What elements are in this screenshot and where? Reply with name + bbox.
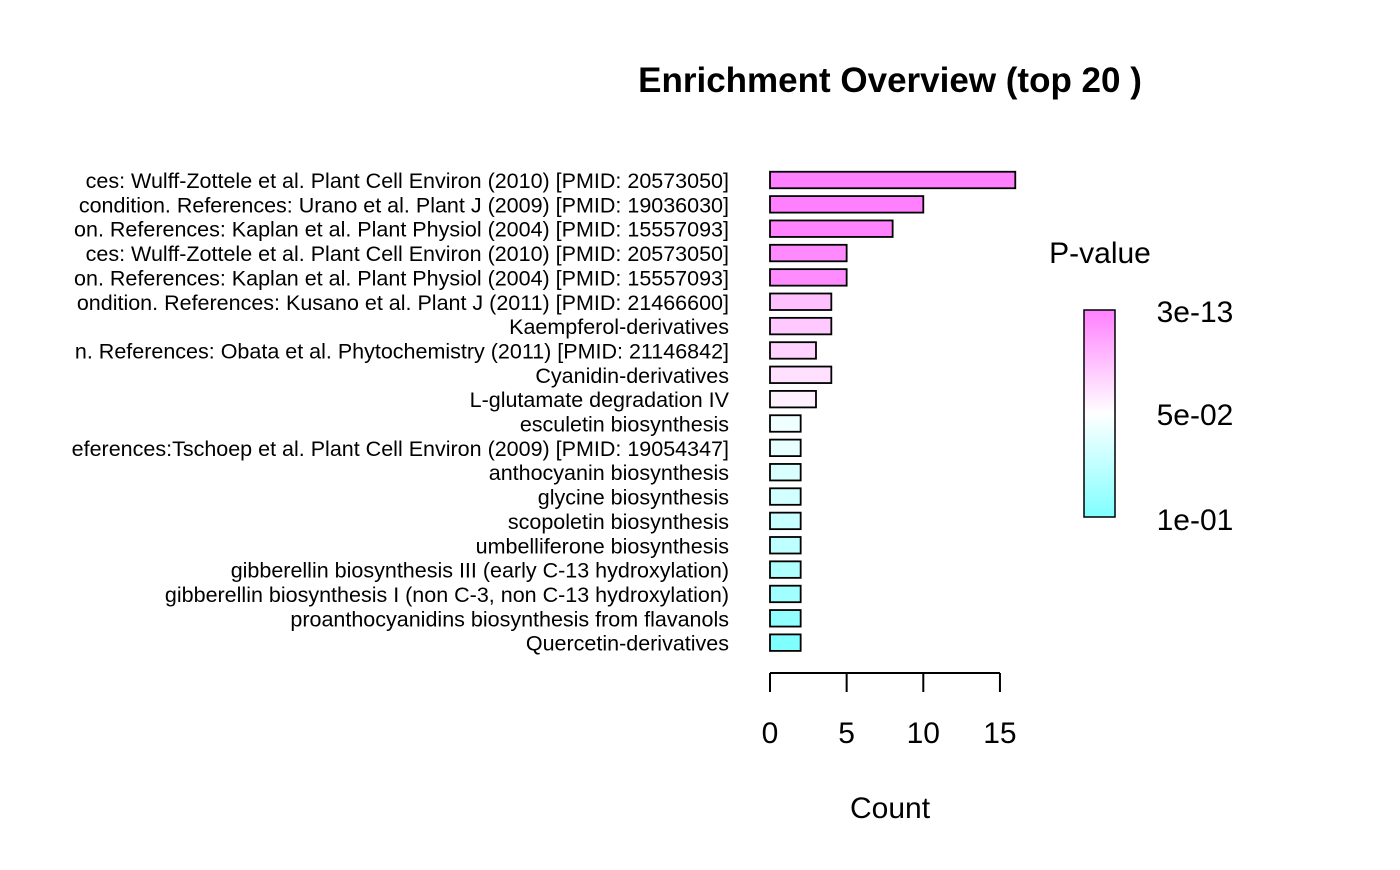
bar: [769, 243, 848, 263]
bar: [769, 438, 802, 458]
legend-label: 3e-13: [1157, 296, 1234, 329]
bar: [769, 268, 848, 287]
x-tick-label: 15: [983, 717, 1016, 750]
bar: [769, 463, 802, 482]
bar: [769, 609, 802, 628]
category-label: on. References: Kaplan et al. Plant Phys…: [74, 266, 729, 290]
bar: [769, 170, 1017, 190]
bar: [769, 389, 817, 409]
category-label: ondition. References: Kusano et al. Plan…: [77, 291, 729, 315]
bar: [769, 633, 802, 652]
bar: [769, 560, 802, 579]
category-label: condition. References: Urano et al. Plan…: [79, 193, 729, 217]
category-label: gibberellin biosynthesis I (non C-3, non…: [165, 583, 729, 607]
category-label: esculetin biosynthesis: [520, 413, 729, 437]
bar: [769, 195, 925, 214]
category-label: eferences:Tschoep et al. Plant Cell Envi…: [72, 437, 729, 461]
x-axis-label: Count: [850, 792, 931, 825]
bar: [769, 584, 802, 604]
category-label: on. References: Kaplan et al. Plant Phys…: [74, 218, 729, 242]
category-label: L-glutamate degradation IV: [470, 388, 730, 412]
bar: [769, 511, 802, 531]
category-label: scopoletin biosynthesis: [508, 510, 729, 534]
bars: [769, 170, 1017, 652]
bar: [769, 341, 817, 360]
x-tick-label: 5: [838, 717, 855, 750]
category-label: ces: Wulff-Zottele et al. Plant Cell Env…: [86, 169, 729, 193]
bar: [769, 365, 833, 384]
bar: [769, 487, 802, 506]
x-tick-label: 0: [762, 717, 779, 750]
category-label: gibberellin biosynthesis III (early C-13…: [231, 559, 729, 583]
legend-color-bar: [1083, 309, 1116, 518]
legend-label: 1e-01: [1157, 504, 1234, 537]
category-label: Kaempferol-derivatives: [509, 315, 729, 339]
category-label: Cyanidin-derivatives: [535, 364, 729, 388]
legend: P-value 3e-13 5e-02 1e-01: [1049, 237, 1233, 537]
bar: [769, 316, 833, 336]
category-label: ces: Wulff-Zottele et al. Plant Cell Env…: [86, 242, 729, 266]
category-label: glycine biosynthesis: [538, 486, 729, 510]
category-label: n. References: Obata et al. Phytochemist…: [75, 339, 729, 363]
category-label: proanthocyanidins biosynthesis from flav…: [290, 607, 729, 631]
category-labels: ces: Wulff-Zottele et al. Plant Cell Env…: [72, 169, 730, 656]
legend-title: P-value: [1049, 237, 1151, 270]
category-label: anthocyanin biosynthesis: [489, 461, 729, 485]
category-label: Quercetin-derivatives: [526, 632, 729, 656]
x-axis: 0 5 10 15: [762, 672, 1017, 750]
x-tick-label: 10: [907, 717, 940, 750]
category-label: umbelliferone biosynthesis: [476, 534, 729, 558]
bar: [769, 414, 802, 433]
chart-title: Enrichment Overview (top 20 ): [638, 61, 1142, 100]
bar: [769, 292, 833, 311]
bar: [769, 536, 802, 555]
bar: [769, 219, 894, 238]
legend-label: 5e-02: [1157, 399, 1234, 432]
